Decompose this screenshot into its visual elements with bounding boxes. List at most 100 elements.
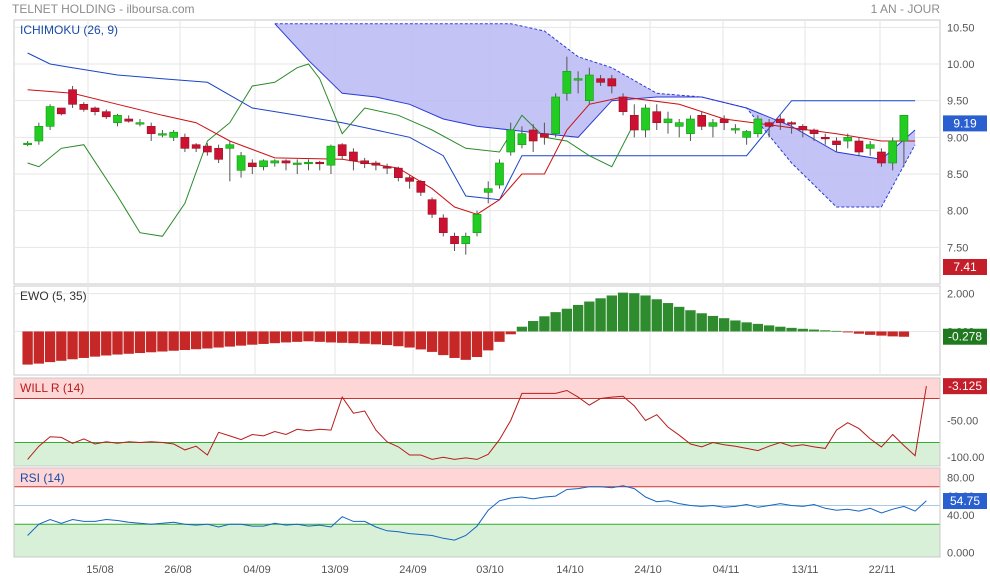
willr-line <box>27 386 927 460</box>
candle-up <box>517 133 527 145</box>
ewo-bar-positive <box>516 326 528 332</box>
ewo-bar-negative <box>898 331 910 337</box>
low-price-badge: 7.41 <box>953 260 977 274</box>
candle-down <box>416 181 426 193</box>
x-axis-date-label: 24/09 <box>399 564 427 576</box>
candle-up <box>113 115 122 123</box>
candle-up <box>674 122 684 127</box>
candle-up <box>506 129 516 153</box>
ewo-bar-negative <box>258 331 269 344</box>
ewo-bar-positive <box>662 303 674 332</box>
x-axis-date-label: 04/09 <box>243 564 271 576</box>
candle-up <box>551 96 560 134</box>
ewo-bar-positive <box>651 299 662 332</box>
ewo-bar-negative <box>280 331 292 343</box>
ewo-bar-positive <box>550 312 561 332</box>
candle-up <box>641 107 650 131</box>
rsi-panel-frame <box>13 467 941 558</box>
candle-up <box>843 137 853 142</box>
willr-panel-frame <box>13 377 941 467</box>
ewo-bar-positive <box>797 328 808 332</box>
low-price-badge-bg <box>943 259 987 275</box>
rsi-last-badge: 54.75 <box>950 494 980 508</box>
x-axis-date-label: 14/10 <box>556 564 584 576</box>
ewo-bar-negative <box>78 331 89 358</box>
candle-down <box>90 107 100 112</box>
ewo-bar-negative <box>123 331 134 354</box>
ewo-bar-negative <box>842 331 853 333</box>
rsi-oversold-zone <box>14 524 940 557</box>
last-price-badge: 9.19 <box>953 116 977 130</box>
candle-down <box>629 115 639 131</box>
ewo-bar-negative <box>359 331 370 344</box>
kijun-line <box>27 52 916 201</box>
candle-up <box>45 106 55 127</box>
ewo-bar-positive <box>606 295 617 332</box>
ewo-bar-negative <box>22 331 33 365</box>
ichimoku-ytick-label: 7.50 <box>947 242 968 254</box>
candle-up <box>292 162 302 165</box>
candle-up <box>888 140 898 164</box>
candle-down <box>180 137 190 149</box>
candle-down <box>787 122 796 125</box>
candle-down <box>809 129 819 134</box>
candle-up <box>236 155 246 171</box>
candle-down <box>101 111 111 118</box>
ewo-bar-negative <box>303 331 314 342</box>
candle-up <box>270 160 280 164</box>
ewo-bar-negative <box>101 331 112 356</box>
candle-down <box>382 166 392 169</box>
candle-up <box>23 142 32 145</box>
ewo-title: EWO (5, 35) <box>20 289 87 303</box>
x-axis-date-label: 03/10 <box>476 564 504 576</box>
candle-down <box>854 140 864 153</box>
candle-down <box>124 118 134 122</box>
candle-up <box>686 118 695 134</box>
candle-up <box>472 214 482 233</box>
ewo-bar-negative <box>89 331 101 357</box>
candle-down <box>719 118 729 123</box>
ichimoku-cloud <box>274 23 916 208</box>
ewo-bar-positive <box>820 330 831 332</box>
candle-down <box>450 236 459 244</box>
ichimoku-ytick-label: 9.00 <box>947 132 968 144</box>
ewo-bar-positive <box>752 323 764 332</box>
candle-up <box>304 161 313 165</box>
candle-down <box>540 133 549 138</box>
x-axis-date-label: 22/11 <box>869 564 896 576</box>
candle-down <box>820 137 830 140</box>
ewo-bar-negative <box>876 331 887 336</box>
candle-down <box>775 118 785 123</box>
ewo-bar-positive <box>528 321 539 332</box>
candle-down <box>315 161 325 165</box>
ewo-bar-positive <box>561 308 573 332</box>
candle-up <box>573 78 583 81</box>
ewo-bar-positive <box>741 322 752 332</box>
ewo-bar-positive <box>685 310 696 332</box>
ewo-bar-positive <box>640 295 651 332</box>
candle-up <box>562 71 572 94</box>
ewo-bar-positive <box>629 293 640 332</box>
candle-down <box>528 129 538 142</box>
ewo-bar-negative <box>415 331 426 350</box>
ewo-bar-negative <box>168 331 179 351</box>
ewo-bar-negative <box>247 331 258 345</box>
rsi-overbought-zone <box>14 468 940 487</box>
ewo-bar-positive <box>775 326 786 332</box>
willr-last-badge: -3.125 <box>948 379 982 393</box>
ewo-last-badge-bg <box>943 328 987 345</box>
willr-ytick-label: -100.00 <box>947 452 984 464</box>
ewo-bar-negative <box>224 331 236 347</box>
ewo-bar-positive <box>674 306 685 332</box>
ewo-bar-negative <box>190 331 202 350</box>
x-axis-date-label: 24/10 <box>634 564 662 576</box>
willr-title: WILL R (14) <box>20 381 84 395</box>
ewo-bar-negative <box>213 331 224 348</box>
candle-down <box>281 160 291 164</box>
rsi-title: RSI (14) <box>20 471 65 485</box>
candle-up <box>259 160 268 167</box>
ewo-bar-negative <box>404 331 415 348</box>
candle-up <box>169 131 179 138</box>
ichimoku-ytick-label: 9.50 <box>947 96 968 108</box>
